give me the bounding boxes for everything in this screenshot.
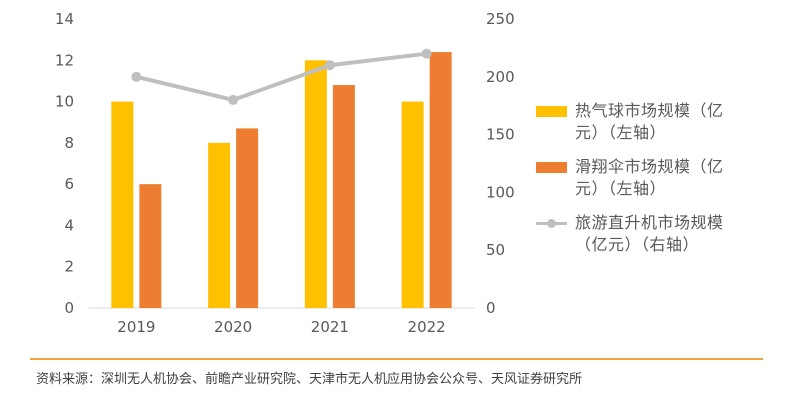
point-helicopter-2022 (421, 48, 432, 59)
legend-label-hot-air-balloon-line1: 热气球市场规模（亿 (575, 101, 724, 120)
left-axis-tick-label: 12 (55, 51, 74, 69)
left-axis-tick-label: 2 (64, 258, 74, 276)
right-axis-tick-label: 150 (486, 126, 515, 144)
legend-label-helicopter-line1: 旅游直升机市场规模 (575, 213, 724, 232)
bar-hot-air-balloon-2019 (111, 101, 134, 308)
legend-item-helicopter: 旅游直升机市场规模 （亿元）（右轴） (536, 212, 776, 256)
x-axis-tick-label: 2020 (214, 318, 252, 336)
left-axis-tick-label: 10 (55, 93, 74, 111)
line-helicopter (135, 51, 427, 103)
left-axis-tick-label: 4 (64, 216, 74, 234)
x-axis-tick-label: 2019 (117, 318, 155, 336)
point-helicopter-2021 (324, 60, 335, 71)
source-divider (30, 358, 763, 360)
right-axis-tick-label: 50 (486, 241, 505, 259)
legend-label-paraglider-line1: 滑翔伞市场规模（亿 (575, 157, 724, 176)
right-axis-tick-label: 0 (486, 299, 496, 317)
right-axis-tick-label: 100 (486, 183, 515, 201)
right-axis-tick-label: 250 (486, 10, 515, 28)
legend-swatch-paraglider (536, 162, 567, 173)
legend-swatch-hot-air-balloon (536, 106, 567, 117)
left-axis-tick-label: 8 (64, 134, 74, 152)
legend-swatch-helicopter (536, 218, 567, 229)
legend-label-hot-air-balloon-line2: 元）（左轴） (575, 123, 667, 142)
legend-item-hot-air-balloon: 热气球市场规模（亿 元）（左轴） (536, 100, 776, 144)
right-axis-tick-label: 200 (486, 68, 515, 86)
point-helicopter-2020 (228, 94, 239, 105)
source-note: 资料来源：深圳无人机协会、前瞻产业研究院、天津市无人机应用协会公众号、天风证券研… (36, 372, 583, 387)
bar-hot-air-balloon-2022 (401, 101, 424, 308)
bar-paraglider-2022 (429, 52, 452, 309)
legend: 热气球市场规模（亿 元）（左轴） 滑翔伞市场规模（亿 元）（左轴） 旅游直升机市… (536, 100, 776, 268)
bar-hot-air-balloon-2021 (304, 60, 327, 309)
legend-label-helicopter-line2: （亿元）（右轴） (575, 235, 700, 254)
left-axis-tick-label: 0 (64, 299, 74, 317)
legend-item-paraglider: 滑翔伞市场规模（亿 元）（左轴） (536, 156, 776, 200)
bar-paraglider-2021 (332, 85, 355, 308)
bar-paraglider-2020 (236, 128, 259, 308)
chart: 0 2 4 6 8 10 12 14 0 50 100 150 200 250 2019 2020 2021 20… (55, 10, 515, 336)
bar-paraglider-2019 (139, 184, 162, 308)
legend-label-paraglider-line2: 元）（左轴） (575, 179, 667, 198)
bar-hot-air-balloon-2020 (208, 142, 231, 308)
x-axis-tick-label: 2021 (311, 318, 349, 336)
left-axis-tick-label: 14 (55, 10, 74, 28)
x-axis-tick-label: 2022 (408, 318, 446, 336)
left-axis-tick-label: 6 (64, 175, 74, 193)
point-helicopter-2019 (131, 71, 142, 82)
